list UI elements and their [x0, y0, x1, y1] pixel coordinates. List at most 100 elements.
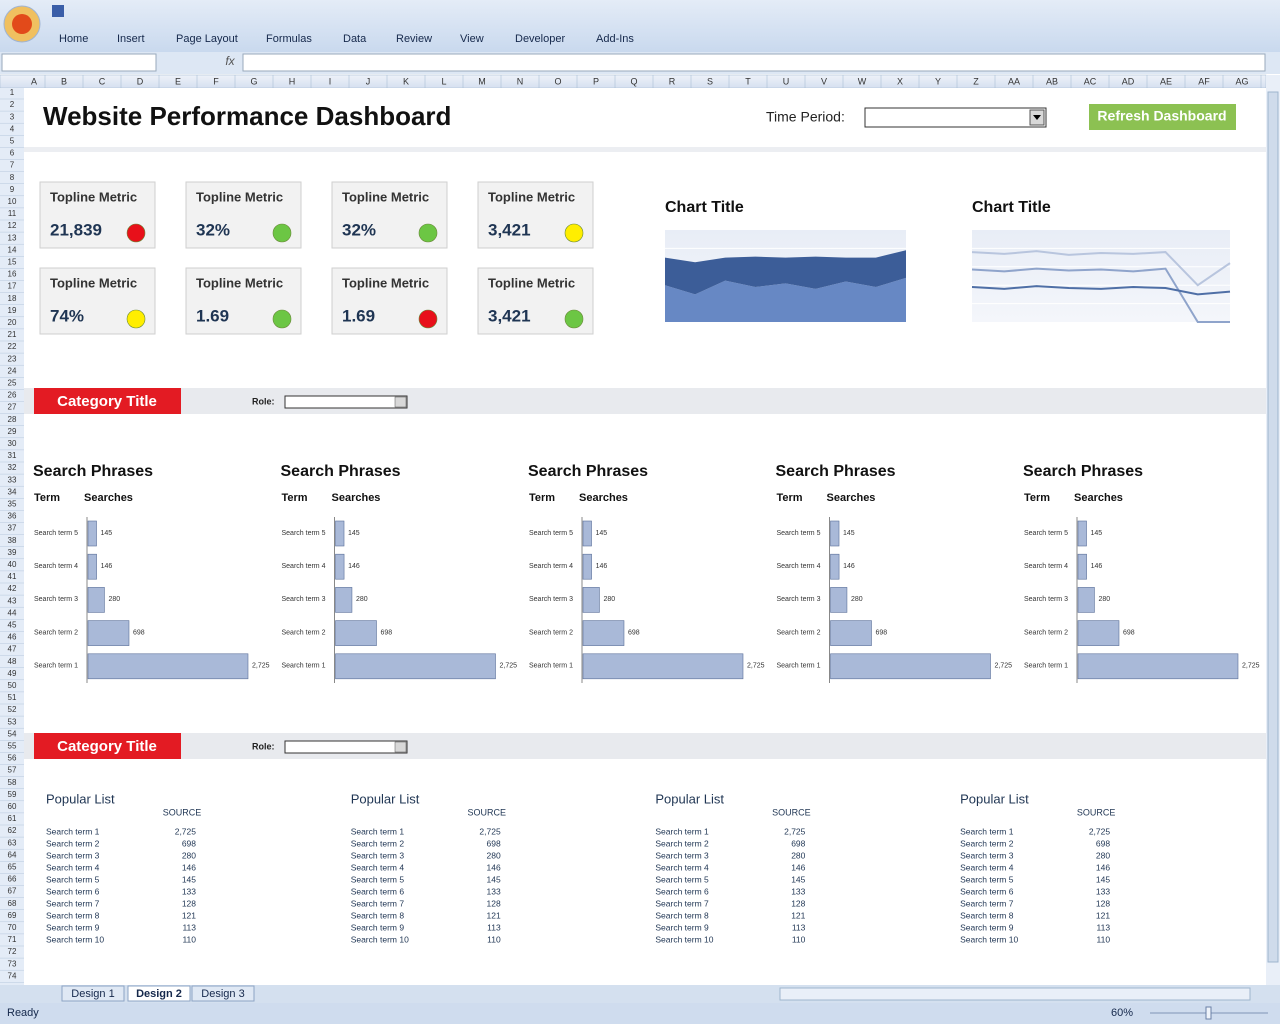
- refresh-button-label[interactable]: Refresh Dashboard: [1097, 108, 1226, 124]
- row-header: 55: [8, 742, 17, 751]
- column-header: S: [707, 76, 713, 86]
- bar-category: Search term 5: [34, 530, 78, 537]
- bar-category: Search term 2: [777, 629, 821, 636]
- role-dropdown[interactable]: [285, 396, 407, 408]
- bar-value-label: 2,725: [252, 663, 270, 670]
- popular-list-value: 113: [1097, 923, 1111, 933]
- bar-value-label: 146: [101, 563, 113, 570]
- row-header: 45: [8, 621, 17, 630]
- metric-value: 1.69: [342, 306, 375, 325]
- status-indicator: [127, 310, 145, 328]
- bar-value-label: 280: [108, 596, 120, 603]
- ribbon-tab[interactable]: Review: [396, 33, 432, 45]
- name-box[interactable]: [2, 54, 156, 71]
- popular-list-header: SOURCE: [772, 807, 811, 817]
- column-header: G: [250, 76, 257, 86]
- bar-value-label: 2,725: [1242, 663, 1260, 670]
- row-header: 24: [8, 366, 17, 375]
- popular-list-value: 2,725: [175, 826, 197, 836]
- row-header: 20: [8, 318, 17, 327]
- row-header: 11: [8, 209, 17, 218]
- metric-value: 3,421: [488, 220, 531, 239]
- popular-list-value: 2,725: [1089, 826, 1111, 836]
- role-dropdown[interactable]: [285, 741, 407, 753]
- term-header: Term: [34, 492, 60, 504]
- status-indicator: [273, 224, 291, 242]
- office-logo: [12, 14, 32, 34]
- bar: [1078, 521, 1087, 546]
- bar-category: Search term 3: [529, 596, 573, 603]
- sheet-tab-label[interactable]: Design 1: [71, 988, 114, 1000]
- popular-list-term: Search term 5: [351, 874, 405, 884]
- popular-list-term: Search term 2: [46, 838, 100, 848]
- popular-list-value: 698: [182, 838, 196, 848]
- ribbon-tab[interactable]: Developer: [515, 33, 565, 45]
- metric-label: Topline Metric: [488, 189, 575, 204]
- popular-list-value: 698: [1096, 838, 1110, 848]
- popular-list-term: Search term 9: [351, 923, 405, 933]
- row-header: 54: [8, 729, 17, 738]
- role-label: Role:: [252, 741, 275, 751]
- column-header: R: [669, 76, 676, 86]
- bar-category: Search term 2: [529, 629, 573, 636]
- ribbon-tab[interactable]: Page Layout: [176, 33, 238, 45]
- popular-list-term: Search term 4: [46, 862, 100, 872]
- ribbon-tab[interactable]: Insert: [117, 33, 145, 45]
- formula-input[interactable]: [243, 54, 1265, 71]
- metric-label: Topline Metric: [50, 275, 137, 290]
- popular-list-term: Search term 10: [655, 935, 713, 945]
- ribbon-tab[interactable]: Formulas: [266, 33, 312, 45]
- popular-list-value: 121: [487, 911, 501, 921]
- bar: [336, 654, 496, 679]
- ribbon-tab[interactable]: Data: [343, 33, 367, 45]
- scroll-thumb[interactable]: [1268, 92, 1278, 962]
- popular-list-term: Search term 3: [655, 850, 709, 860]
- popular-list-value: 110: [792, 935, 806, 945]
- bar-category: Search term 3: [1024, 596, 1068, 603]
- status-indicator: [273, 310, 291, 328]
- popular-list-value: 2,725: [784, 826, 806, 836]
- column-header: T: [745, 76, 751, 86]
- row-header: 35: [8, 500, 17, 509]
- row-header: 67: [8, 887, 17, 896]
- searches-header: Searches: [827, 492, 876, 504]
- column-header: AA: [1008, 76, 1020, 86]
- bar-category: Search term 2: [34, 629, 78, 636]
- row-header: 30: [8, 439, 17, 448]
- horizontal-scrollbar[interactable]: [780, 988, 1250, 1000]
- row-header: 19: [8, 306, 17, 315]
- ribbon-tab[interactable]: View: [460, 33, 484, 45]
- popular-list-term: Search term 8: [351, 911, 405, 921]
- row-header: 56: [8, 754, 17, 763]
- status-indicator: [565, 310, 583, 328]
- time-period-dropdown[interactable]: [865, 108, 1046, 127]
- ribbon-tab[interactable]: Add-Ins: [596, 33, 634, 45]
- popular-list-term: Search term 7: [655, 899, 709, 909]
- bar-value-label: 2,725: [500, 663, 518, 670]
- popular-list-value: 113: [487, 923, 501, 933]
- row-header: 13: [8, 233, 17, 242]
- bar-category: Search term 5: [777, 530, 821, 537]
- bar-category: Search term 1: [1024, 663, 1068, 670]
- bar: [583, 554, 592, 579]
- bar-category: Search term 2: [282, 629, 326, 636]
- column-header: B: [61, 76, 67, 86]
- popular-list-term: Search term 6: [655, 887, 709, 897]
- row-header: 7: [10, 161, 15, 170]
- bar: [88, 554, 97, 579]
- category-title: Category Title: [57, 393, 157, 410]
- status-bar: [0, 1003, 1280, 1024]
- sheet-tab-label[interactable]: Design 2: [136, 988, 182, 1000]
- row-header: 12: [8, 221, 17, 230]
- save-icon[interactable]: [52, 5, 64, 17]
- ribbon-tab[interactable]: Home: [59, 33, 88, 45]
- search-chart-title: Search Phrases: [528, 463, 648, 480]
- popular-list-value: 146: [182, 862, 196, 872]
- zoom-thumb[interactable]: [1206, 1007, 1211, 1019]
- sheet-tab-label[interactable]: Design 3: [201, 988, 244, 1000]
- row-header: 57: [8, 766, 17, 775]
- status-indicator: [419, 224, 437, 242]
- row-header: 22: [8, 342, 17, 351]
- column-header: J: [366, 76, 371, 86]
